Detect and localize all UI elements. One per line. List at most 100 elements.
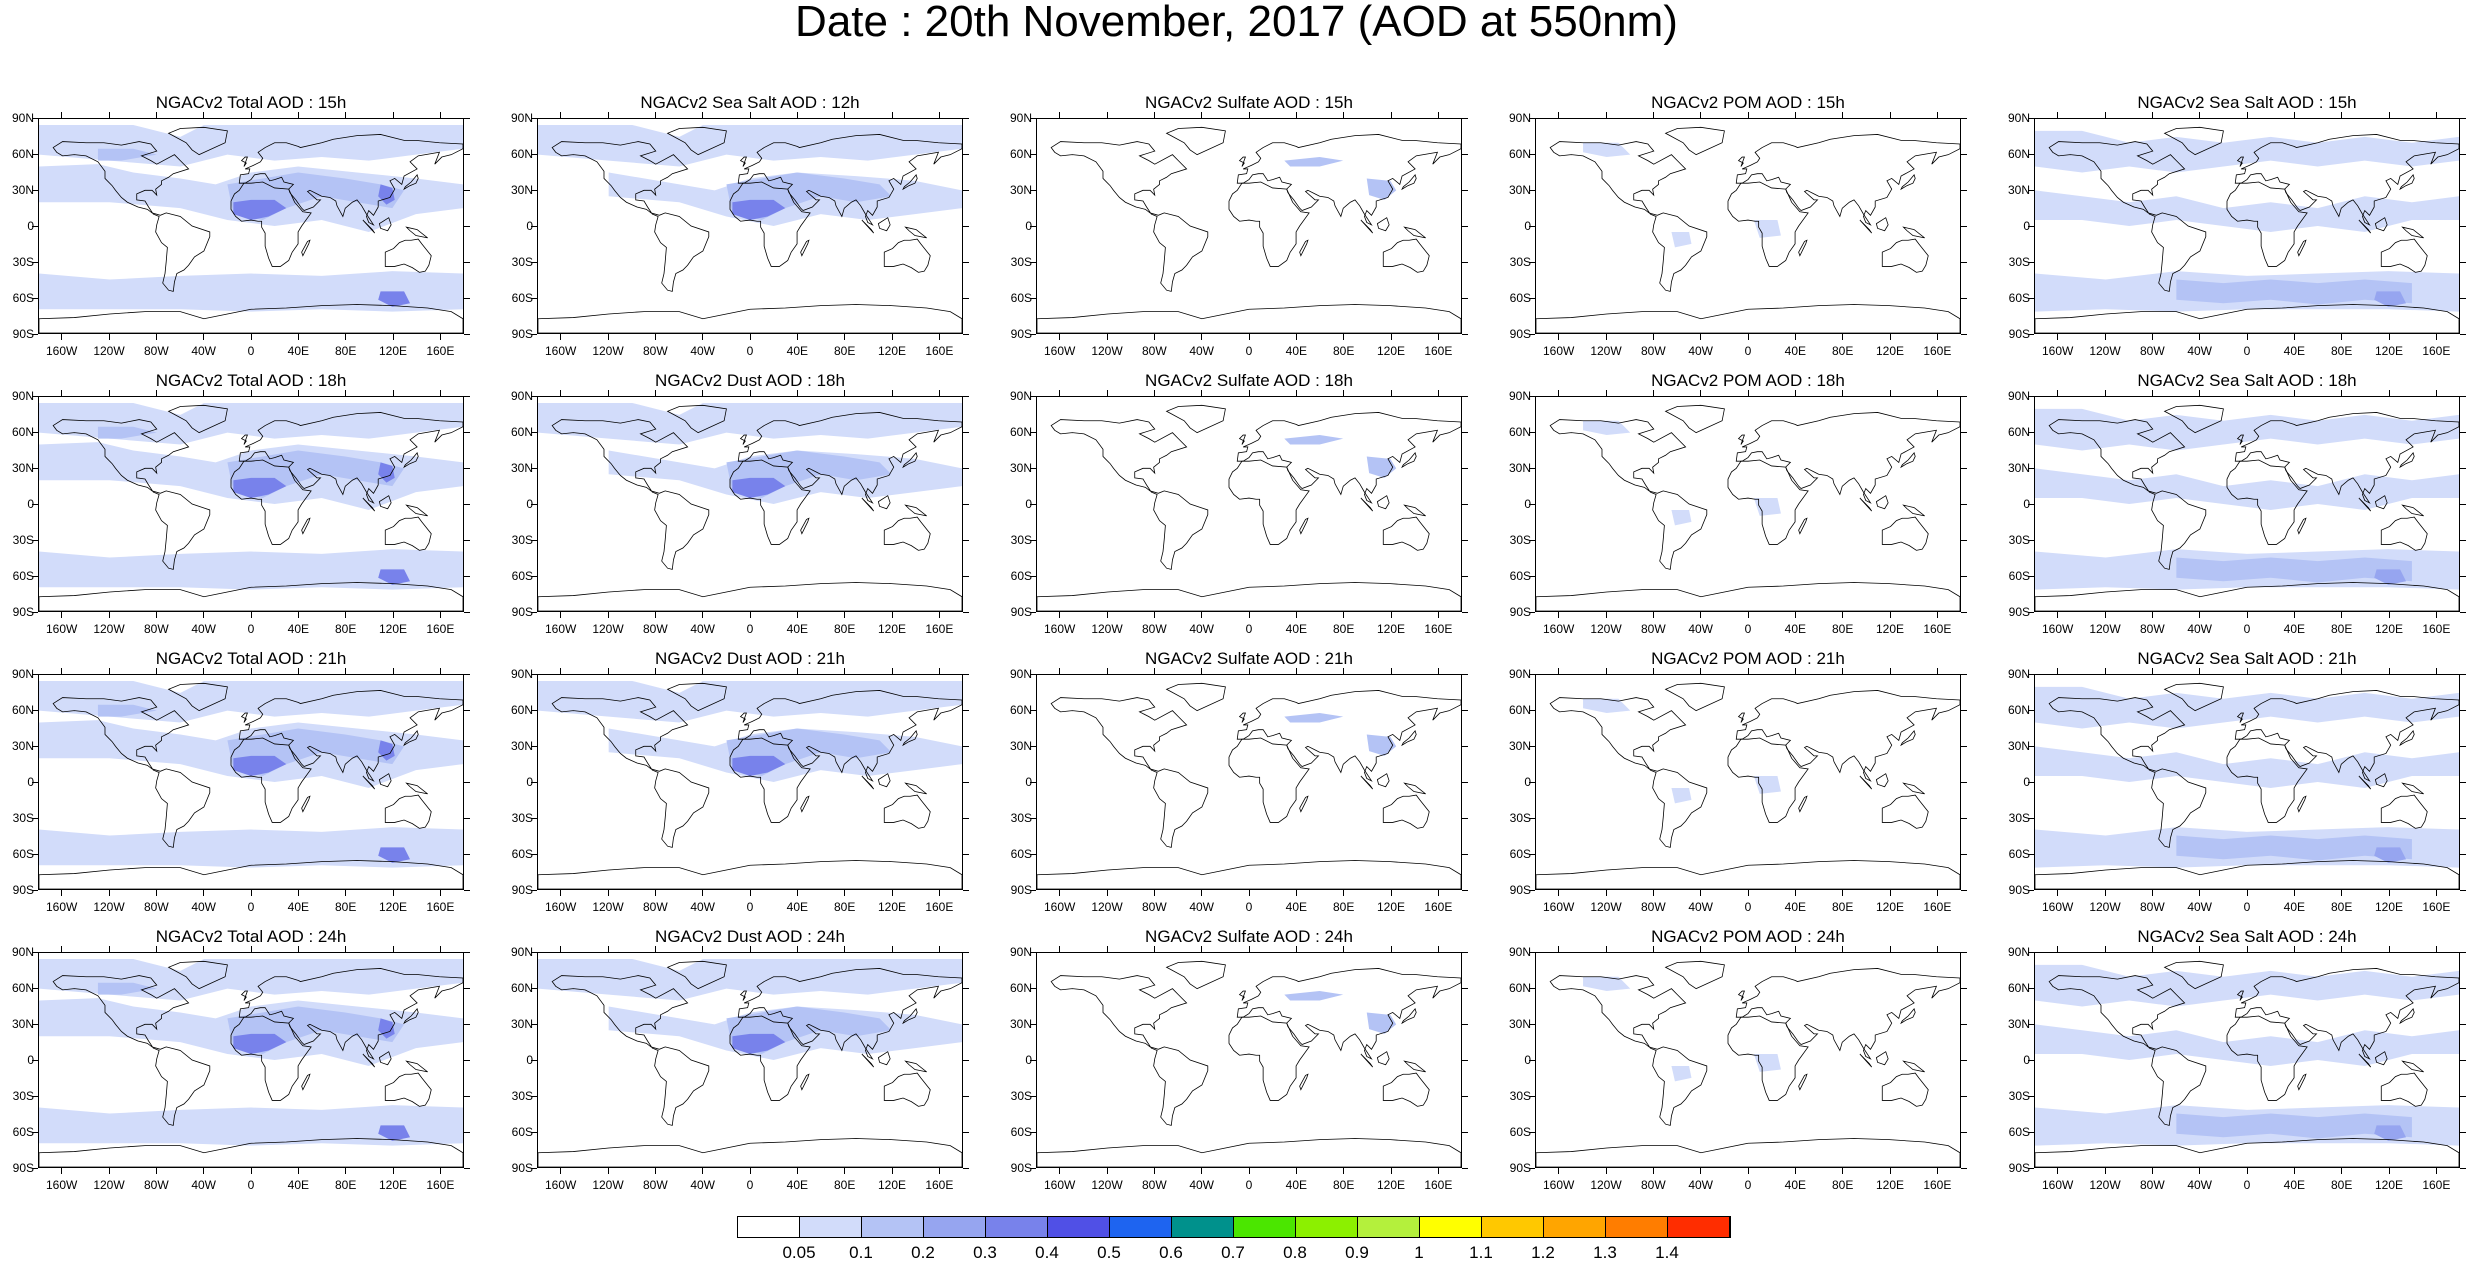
lon-tick bbox=[108, 334, 110, 340]
lon-label: 80E bbox=[334, 622, 357, 636]
lat-label: 90S bbox=[1509, 327, 1531, 341]
lat-tick bbox=[1030, 611, 1036, 613]
lon-label: 80E bbox=[833, 344, 856, 358]
lon-tick bbox=[2246, 668, 2248, 674]
lat-label: 30S bbox=[2008, 811, 2030, 825]
lat-tick bbox=[1961, 781, 1967, 783]
lon-label: 160W bbox=[45, 1178, 78, 1192]
lat-tick bbox=[32, 467, 38, 469]
lat-tick bbox=[2460, 467, 2466, 469]
map-panel bbox=[1535, 396, 1961, 612]
lon-tick bbox=[1153, 112, 1155, 118]
lat-tick bbox=[963, 503, 969, 505]
coastline bbox=[902, 1008, 918, 1025]
lat-tick bbox=[32, 1059, 38, 1061]
lon-label: 0 bbox=[1245, 344, 1253, 358]
coastline bbox=[877, 217, 891, 232]
coastline bbox=[1549, 419, 1708, 570]
lon-tick bbox=[203, 668, 205, 674]
lat-tick bbox=[1961, 951, 1967, 953]
map-panel bbox=[1036, 118, 1462, 334]
coastline bbox=[238, 968, 463, 1060]
lat-tick bbox=[464, 1023, 470, 1025]
aod-plume bbox=[233, 755, 287, 777]
coastline bbox=[737, 690, 962, 782]
lon-label: 0 bbox=[247, 622, 255, 636]
coastline bbox=[883, 238, 931, 273]
lon-tick bbox=[938, 390, 940, 396]
lon-tick bbox=[1842, 334, 1844, 340]
lat-tick bbox=[32, 333, 38, 335]
lon-tick bbox=[796, 946, 798, 952]
lat-label: 30N bbox=[510, 461, 533, 475]
panel-title: NGACv2 Sulfate AOD : 21h bbox=[1145, 649, 1353, 668]
lon-tick bbox=[1605, 668, 1607, 674]
lon-label: 120W bbox=[592, 900, 624, 914]
lat-label: 60S bbox=[1010, 847, 1032, 861]
lon-tick bbox=[1747, 334, 1749, 340]
lat-tick bbox=[1961, 395, 1967, 397]
lat-tick bbox=[531, 889, 537, 891]
lon-label: 120W bbox=[1590, 1178, 1622, 1192]
lon-tick bbox=[749, 334, 751, 340]
lat-tick bbox=[2028, 1059, 2034, 1061]
lon-label: 0 bbox=[2243, 622, 2251, 636]
lat-label: 90S bbox=[1509, 883, 1531, 897]
lat-tick bbox=[2460, 431, 2466, 433]
lat-tick bbox=[464, 575, 470, 577]
lon-tick bbox=[439, 612, 441, 618]
lon-tick bbox=[844, 890, 846, 896]
lat-tick bbox=[2028, 853, 2034, 855]
lon-tick bbox=[607, 612, 609, 618]
lon-label: 120W bbox=[93, 344, 125, 358]
aod-plume bbox=[1366, 456, 1397, 478]
lat-tick bbox=[2028, 117, 2034, 119]
panel-title: NGACv2 Dust AOD : 18h bbox=[655, 371, 845, 390]
coastline bbox=[2358, 497, 2372, 512]
lat-tick bbox=[963, 117, 969, 119]
lat-tick bbox=[1462, 1023, 1468, 1025]
aerosol-map bbox=[1037, 126, 1461, 333]
lat-tick bbox=[32, 1167, 38, 1169]
lat-tick bbox=[2028, 745, 2034, 747]
coastline bbox=[2234, 412, 2459, 504]
lat-label: 30N bbox=[2007, 183, 2030, 197]
coastline bbox=[378, 1051, 392, 1066]
aod-plume bbox=[1284, 157, 1344, 167]
lon-label: 160W bbox=[544, 900, 577, 914]
coastline bbox=[2358, 1053, 2372, 1068]
lat-tick bbox=[1529, 333, 1535, 335]
lat-tick bbox=[1529, 673, 1535, 675]
aod-plume bbox=[2176, 279, 2412, 305]
lon-tick bbox=[345, 1168, 347, 1174]
lat-tick bbox=[963, 189, 969, 191]
panel-title: NGACv2 POM AOD : 21h bbox=[1651, 649, 1845, 668]
aerosol-map bbox=[1536, 404, 1960, 611]
lat-tick bbox=[531, 951, 537, 953]
coastline bbox=[2380, 794, 2428, 829]
lon-tick bbox=[938, 334, 940, 340]
lat-tick bbox=[1529, 951, 1535, 953]
coastline bbox=[1376, 217, 1390, 232]
lat-tick bbox=[1961, 467, 1967, 469]
lon-tick bbox=[1201, 1168, 1203, 1174]
coastline bbox=[2401, 226, 2424, 239]
aod-plume bbox=[1583, 142, 1631, 158]
lat-label: 60N bbox=[1009, 147, 1032, 161]
lat-label: 30N bbox=[11, 461, 34, 475]
lat-tick bbox=[2028, 333, 2034, 335]
colorbar-swatch bbox=[862, 1217, 924, 1237]
lon-tick bbox=[2151, 112, 2153, 118]
coastline bbox=[405, 1060, 428, 1073]
aod-plume bbox=[2374, 569, 2407, 585]
lon-label: 160E bbox=[1923, 1178, 1952, 1192]
aod-plume bbox=[39, 549, 463, 590]
colorbar-label: 0.2 bbox=[911, 1243, 935, 1262]
aod-plume bbox=[378, 291, 411, 307]
lat-label: 60S bbox=[2008, 291, 2030, 305]
coastline bbox=[737, 134, 962, 226]
lon-label: 160E bbox=[2422, 900, 2451, 914]
lat-label: 60N bbox=[11, 981, 34, 995]
coastline bbox=[39, 582, 463, 611]
lon-tick bbox=[250, 612, 252, 618]
